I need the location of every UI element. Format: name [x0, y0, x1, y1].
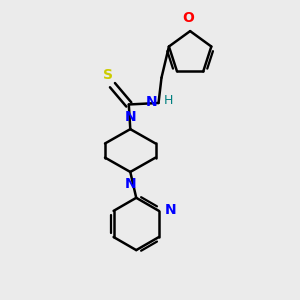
Text: S: S [103, 68, 113, 82]
Text: N: N [124, 110, 136, 124]
Text: H: H [164, 94, 174, 107]
Text: N: N [145, 94, 157, 109]
Text: N: N [124, 177, 136, 191]
Text: O: O [183, 11, 195, 25]
Text: N: N [165, 203, 176, 217]
